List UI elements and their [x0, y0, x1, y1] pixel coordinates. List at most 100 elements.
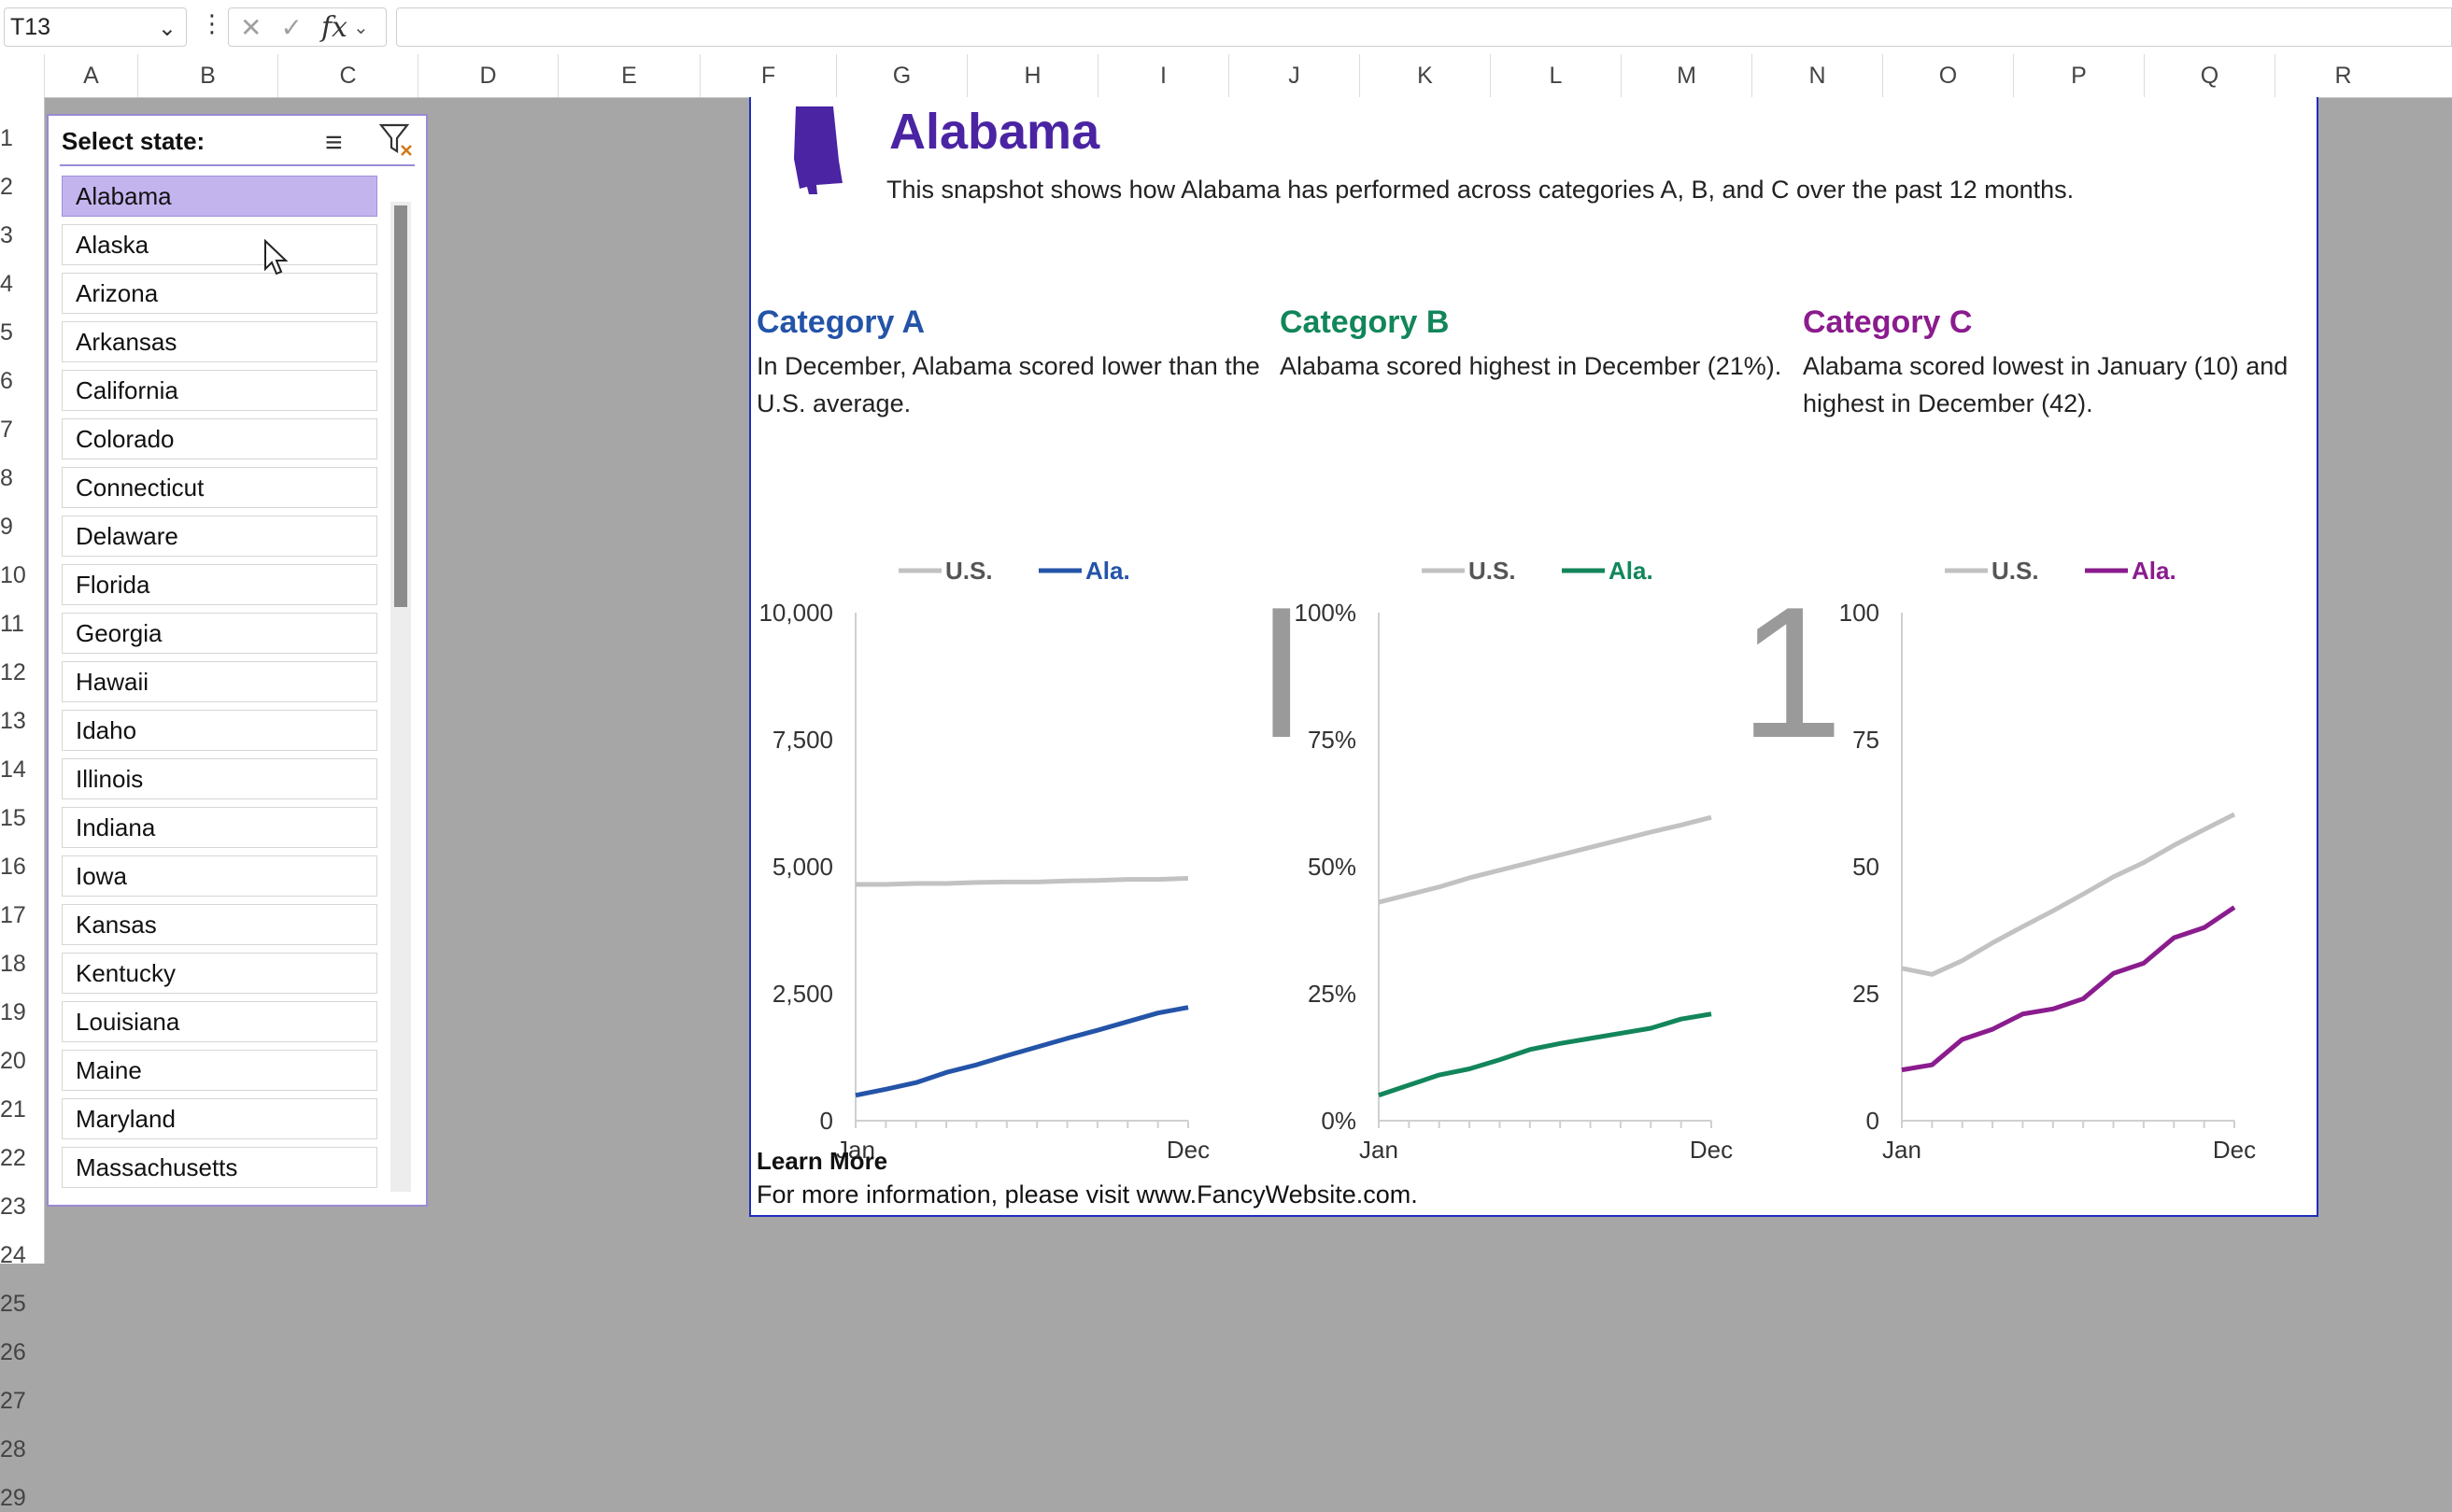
row-header-14[interactable]: 14	[0, 756, 26, 783]
clear-filter-icon[interactable]	[379, 121, 413, 159]
slicer-item-maine[interactable]: Maine	[62, 1050, 377, 1091]
slicer-item-kentucky[interactable]: Kentucky	[62, 953, 377, 994]
slicer-item-massachusetts[interactable]: Massachusetts	[62, 1147, 377, 1188]
name-box-value: T13	[10, 13, 51, 40]
state-dashboard: Alabama This snapshot shows how Alabama …	[749, 97, 2318, 1217]
slicer-item-louisiana[interactable]: Louisiana	[62, 1001, 377, 1042]
slicer-scroll-thumb[interactable]	[394, 205, 407, 607]
column-header-j[interactable]: J	[1228, 54, 1359, 97]
row-header-16[interactable]: 16	[0, 854, 26, 880]
cancel-icon[interactable]: ✕	[240, 12, 262, 42]
slicer-item-connecticut[interactable]: Connecticut	[62, 467, 377, 508]
slicer-item-alaska[interactable]: Alaska	[62, 224, 377, 265]
column-header-g[interactable]: G	[836, 54, 967, 97]
column-header-f[interactable]: F	[700, 54, 836, 97]
row-header-11[interactable]: 11	[0, 611, 24, 637]
name-box[interactable]: T13 ⌄	[4, 7, 187, 47]
series-line-state[interactable]	[855, 1005, 1189, 1098]
series-line-state[interactable]	[1901, 905, 2236, 1073]
column-header-h[interactable]: H	[967, 54, 1098, 97]
row-header-21[interactable]: 21	[0, 1096, 26, 1123]
multi-select-icon[interactable]: ≡	[325, 125, 343, 159]
row-header-25[interactable]: 25	[0, 1291, 26, 1317]
slicer-item-maryland[interactable]: Maryland	[62, 1098, 377, 1139]
row-header-20[interactable]: 20	[0, 1048, 26, 1074]
row-header-4[interactable]: 4	[0, 271, 13, 297]
series-line-state[interactable]	[1378, 1011, 1712, 1098]
column-header-a[interactable]: A	[44, 54, 137, 97]
series-line-us[interactable]	[1901, 812, 2236, 977]
slicer-title: Select state:	[62, 127, 206, 155]
column-header-e[interactable]: E	[558, 54, 700, 97]
y-tick-label: 25%	[1308, 980, 1356, 1008]
slicer-item-illinois[interactable]: Illinois	[62, 758, 377, 799]
slicer-item-delaware[interactable]: Delaware	[62, 516, 377, 557]
row-header-22[interactable]: 22	[0, 1145, 26, 1171]
slicer-item-california[interactable]: California	[62, 370, 377, 411]
column-header-p[interactable]: P	[2013, 54, 2144, 97]
slicer-item-colorado[interactable]: Colorado	[62, 418, 377, 459]
row-header-19[interactable]: 19	[0, 999, 26, 1025]
row-header-29[interactable]: 29	[0, 1485, 26, 1511]
row-header-12[interactable]: 12	[0, 659, 26, 685]
row-header-13[interactable]: 13	[0, 708, 26, 734]
column-header-r[interactable]: R	[2275, 54, 2411, 97]
slicer-item-florida[interactable]: Florida	[62, 564, 377, 605]
row-header-7[interactable]: 7	[0, 417, 13, 443]
slicer-item-indiana[interactable]: Indiana	[62, 807, 377, 848]
column-header-l[interactable]: L	[1490, 54, 1621, 97]
formula-input[interactable]	[396, 7, 2452, 47]
row-header-8[interactable]: 8	[0, 465, 13, 491]
column-header-d[interactable]: D	[418, 54, 558, 97]
row-header-3[interactable]: 3	[0, 222, 13, 248]
row-header-18[interactable]: 18	[0, 951, 26, 977]
row-header-5[interactable]: 5	[0, 319, 13, 346]
x-tick-label-start: Jan	[836, 1136, 875, 1164]
y-tick-label: 75	[1852, 726, 1879, 754]
column-header-i[interactable]: I	[1098, 54, 1228, 97]
slicer-item-idaho[interactable]: Idaho	[62, 710, 377, 751]
x-tick-label-end: Dec	[1167, 1136, 1210, 1164]
row-header-24[interactable]: 24	[0, 1242, 26, 1268]
slicer-item-iowa[interactable]: Iowa	[62, 855, 377, 897]
column-header-c[interactable]: C	[277, 54, 418, 97]
row-header-17[interactable]: 17	[0, 902, 26, 928]
slicer-item-arkansas[interactable]: Arkansas	[62, 321, 377, 362]
row-header-6[interactable]: 6	[0, 368, 13, 394]
y-tick-label: 25	[1852, 980, 1879, 1008]
slicer-item-hawaii[interactable]: Hawaii	[62, 661, 377, 702]
slicer-item-arizona[interactable]: Arizona	[62, 273, 377, 314]
slicer-item-kansas[interactable]: Kansas	[62, 904, 377, 945]
learn-more-text: For more information, please visit www.F…	[757, 1180, 1418, 1208]
chevron-down-icon[interactable]: ⌄	[157, 16, 177, 41]
enter-check-icon[interactable]: ✓	[280, 12, 303, 42]
alabama-state-icon	[794, 106, 843, 194]
category-b-title: Category B	[1280, 304, 1450, 340]
x-tick-label-start: Jan	[1359, 1136, 1398, 1164]
row-header-9[interactable]: 9	[0, 514, 13, 540]
column-header-o[interactable]: O	[1882, 54, 2013, 97]
column-header-q[interactable]: Q	[2144, 54, 2275, 97]
row-header-2[interactable]: 2	[0, 174, 13, 200]
insert-function-icon[interactable]: fx	[320, 10, 347, 44]
row-header-28[interactable]: 28	[0, 1436, 26, 1463]
column-header-m[interactable]: M	[1621, 54, 1751, 97]
series-line-us[interactable]	[856, 876, 1189, 887]
row-header-23[interactable]: 23	[0, 1194, 26, 1220]
row-header-27[interactable]: 27	[0, 1388, 26, 1414]
chevron-down-icon[interactable]: ⌄	[352, 17, 369, 38]
row-header-15[interactable]: 15	[0, 805, 26, 831]
row-header-26[interactable]: 26	[0, 1339, 26, 1365]
slicer-item-alabama[interactable]: Alabama	[62, 176, 377, 217]
slicer-item-georgia[interactable]: Georgia	[62, 613, 377, 654]
row-header-1[interactable]: 1	[0, 125, 13, 151]
row-header-10[interactable]: 10	[0, 562, 26, 588]
category-b-chart[interactable]: U.S. Ala. 100% 75% 50% 25% 0%Jan Dec	[1274, 443, 1797, 1180]
series-line-us[interactable]	[1378, 814, 1712, 905]
column-header-b[interactable]: B	[137, 54, 277, 97]
column-header-k[interactable]: K	[1359, 54, 1490, 97]
more-options-icon[interactable]: ⋮	[200, 9, 224, 37]
column-header-n[interactable]: N	[1751, 54, 1882, 97]
